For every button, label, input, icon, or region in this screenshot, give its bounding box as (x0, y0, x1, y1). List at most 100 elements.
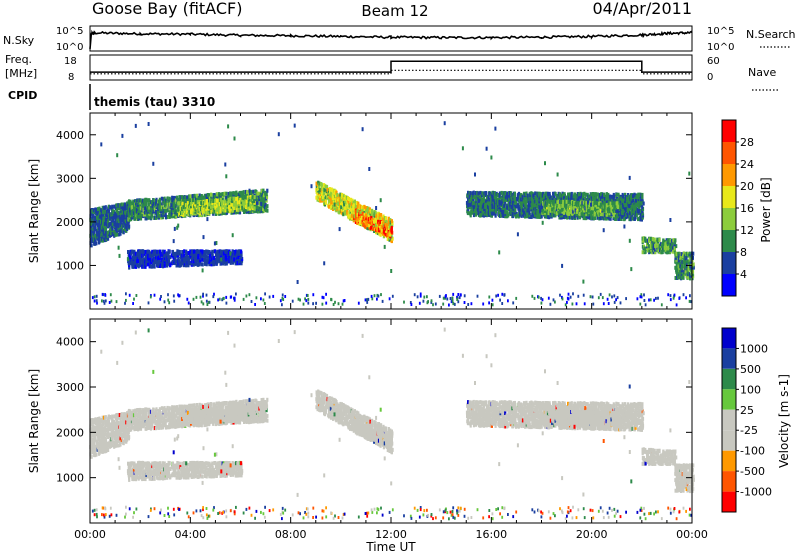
power-cell (137, 264, 140, 269)
power-cell (501, 210, 504, 215)
power-cell (641, 236, 644, 241)
power-cell (98, 206, 101, 211)
power-cell (336, 195, 339, 200)
power-cell (142, 264, 145, 269)
power-cell (124, 203, 127, 208)
power-cell (485, 199, 488, 204)
nsky-label: N.Sky (3, 34, 35, 47)
power-cell (336, 192, 339, 197)
power-cell (177, 257, 180, 262)
power-cell (107, 209, 110, 214)
power-cell (133, 249, 136, 254)
power-cell (633, 194, 636, 199)
power-cell (494, 213, 497, 218)
power-cell (591, 210, 594, 214)
power-cell (242, 192, 245, 197)
power-cell (539, 214, 542, 219)
power-cell (186, 195, 189, 200)
power-cell (580, 200, 583, 205)
power-cell (498, 191, 501, 196)
power-cell (160, 207, 163, 212)
power-cell (509, 201, 512, 206)
beam-title: Beam 12 (361, 2, 428, 20)
power-cell (608, 194, 612, 199)
freq-tick-top: 18 (64, 56, 77, 67)
power-cell (514, 208, 517, 213)
power-cell (671, 238, 674, 243)
power-cell (258, 209, 261, 214)
power-cell (322, 195, 325, 200)
power-cell (592, 200, 595, 205)
power-cell (144, 197, 147, 202)
nave-tick-bottom: 0 (707, 72, 713, 83)
power-cell (581, 200, 584, 205)
power-cell (245, 199, 248, 204)
power-cell (150, 264, 153, 269)
power-cell (514, 206, 517, 211)
power-cell (227, 191, 230, 196)
power-cell (190, 249, 194, 254)
power-cell (206, 206, 209, 211)
power-cell (338, 206, 341, 211)
power-cell (148, 205, 151, 210)
power-cell (142, 212, 145, 217)
power-cell (115, 225, 118, 230)
power-cell (502, 197, 505, 202)
power-cell (622, 214, 625, 219)
power-cell (564, 208, 567, 213)
power-cell (218, 202, 221, 207)
power-cell (632, 202, 635, 207)
power-cell (117, 203, 120, 208)
power-cell (643, 246, 646, 251)
power-cell (639, 192, 642, 197)
power-cell (170, 206, 173, 211)
power-cell (649, 245, 653, 250)
power-cell (329, 197, 332, 202)
power-cell (172, 198, 175, 203)
power-cell (265, 198, 268, 203)
power-cell (348, 203, 351, 208)
power-cell (127, 250, 130, 254)
power-cell (521, 208, 525, 213)
power-cell (145, 255, 148, 260)
power-cell (491, 207, 494, 212)
power-cell (247, 206, 250, 211)
power-cell (178, 201, 181, 206)
power-cell (150, 200, 153, 205)
power-cell (665, 238, 668, 243)
power-cell (175, 204, 178, 208)
power-cell (131, 213, 134, 218)
power-cell (482, 197, 485, 202)
power-cell (177, 201, 180, 206)
power-cell (591, 196, 595, 201)
power-cell (527, 207, 531, 211)
power-cell (188, 194, 191, 199)
power-cell (634, 206, 638, 211)
power-cell (208, 193, 211, 198)
power-cell (183, 257, 186, 262)
power-cell (198, 249, 201, 254)
power-cell (128, 213, 131, 218)
power-cell (586, 212, 589, 217)
power-cell (104, 233, 108, 238)
power-cell (182, 205, 185, 210)
power-cell (155, 197, 158, 202)
power-cell (502, 209, 505, 214)
power-cell (325, 184, 329, 189)
power-cell (361, 211, 364, 216)
power-cell (365, 213, 368, 218)
power-cell (236, 193, 239, 197)
power-cell (569, 207, 572, 212)
power-cell (629, 199, 632, 204)
power-cell (469, 213, 472, 218)
power-cell (162, 264, 165, 269)
power-cell (533, 210, 536, 215)
power-cell (664, 247, 667, 252)
power-cell (105, 222, 108, 227)
power-cell (99, 214, 102, 219)
power-cell (371, 213, 374, 218)
power-cell (654, 250, 657, 255)
power-cell (117, 219, 121, 223)
power-cell (391, 223, 394, 228)
power-cell (265, 194, 269, 199)
